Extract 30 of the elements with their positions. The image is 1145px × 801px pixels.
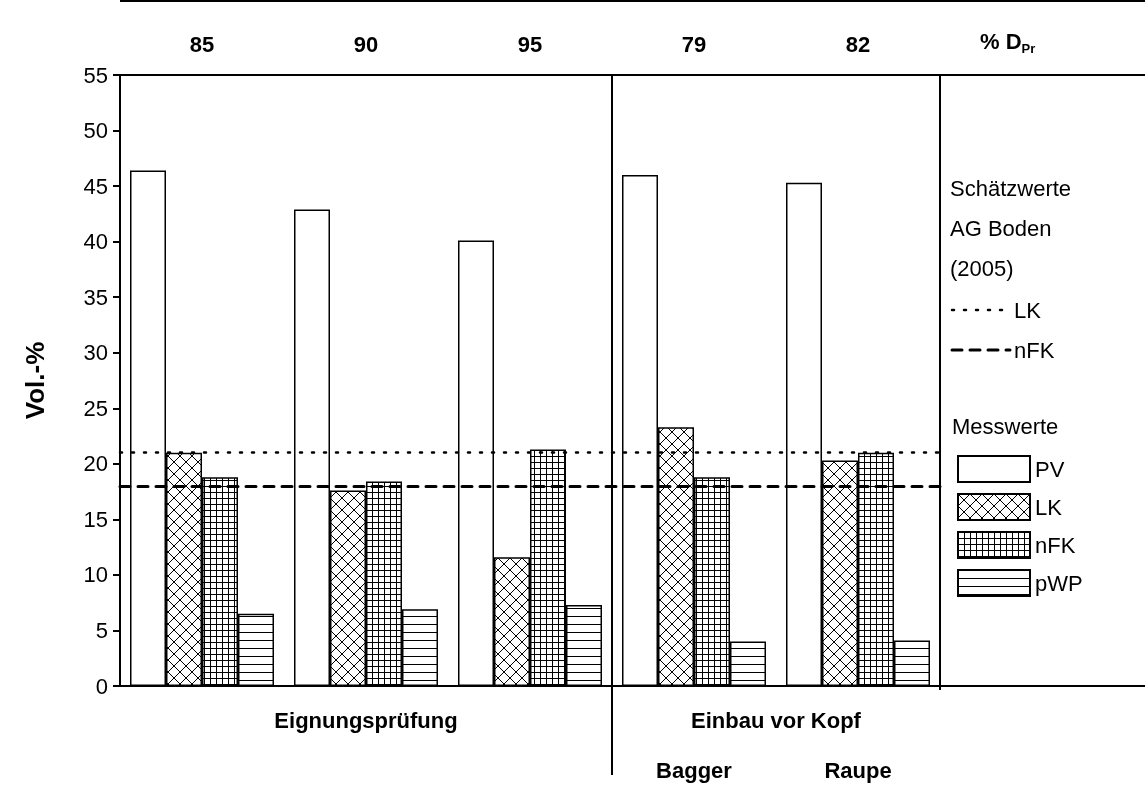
legend-label: nFK bbox=[1035, 532, 1076, 558]
y-tick-label: 45 bbox=[83, 173, 108, 199]
y-tick-label: 20 bbox=[83, 451, 108, 477]
y-tick-label: 50 bbox=[83, 118, 108, 144]
x-tick-label: 82 bbox=[845, 31, 871, 57]
x-tick-label: 85 bbox=[189, 31, 215, 57]
text: Schätzwerte AG Boden (2005) bbox=[950, 175, 1078, 281]
y-tick-label: 25 bbox=[83, 395, 108, 421]
text: Eignungsprüfung bbox=[274, 707, 458, 733]
x-tick-label: 90 bbox=[353, 31, 379, 57]
legend-label: PV bbox=[1035, 456, 1065, 482]
y-tick-label: 15 bbox=[83, 506, 108, 532]
y-tick-label: 5 bbox=[95, 617, 108, 643]
legend-title: Messwerte bbox=[952, 413, 1059, 439]
x-tick-label: 79 bbox=[681, 31, 707, 57]
text: Raupe bbox=[824, 757, 892, 783]
text: Einbau vor Kopf bbox=[691, 707, 862, 733]
text: Bagger bbox=[656, 757, 733, 783]
x-tick-label: 95 bbox=[517, 31, 543, 57]
y-tick-label: 10 bbox=[83, 562, 108, 588]
y-tick-label: 35 bbox=[83, 284, 108, 310]
legend-label: LK bbox=[1014, 297, 1042, 323]
y-tick-label: 30 bbox=[83, 340, 108, 366]
legend-label: pWP bbox=[1035, 570, 1083, 596]
y-tick-label: 55 bbox=[83, 62, 108, 88]
y-tick-label: 0 bbox=[95, 673, 108, 699]
y-axis-title: Vol.-% bbox=[20, 341, 50, 420]
legend-label: LK bbox=[1035, 494, 1063, 520]
y-tick-label: 40 bbox=[83, 229, 108, 255]
legend-label: nFK bbox=[1014, 337, 1055, 363]
